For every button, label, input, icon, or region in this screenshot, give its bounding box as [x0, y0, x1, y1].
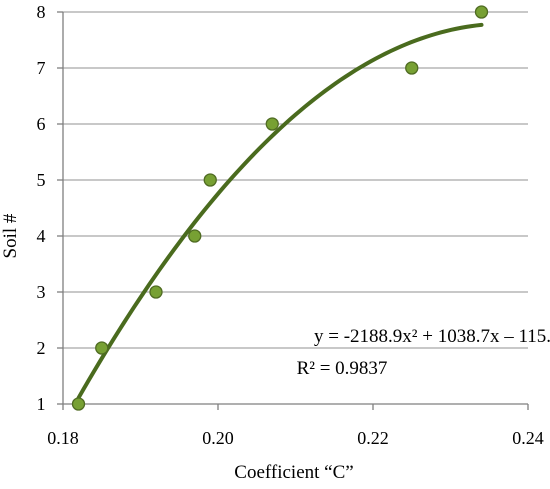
- y-tick-label-1: 2: [37, 338, 46, 358]
- data-point-8: [474, 5, 489, 19]
- y-tick-labels: 1 2 3 4 5 6 7 8: [37, 2, 46, 414]
- equation-label: y = -2188.9x² + 1038.7x – 115.43: [314, 326, 550, 347]
- data-points: [71, 5, 489, 411]
- x-tick-labels: 0.18 0.20 0.22 0.24: [47, 428, 544, 448]
- x-tick-label-2: 0.22: [357, 428, 389, 448]
- grid-lines: [57, 11, 529, 410]
- y-tick-label-6: 7: [37, 58, 46, 78]
- x-tick-label-1: 0.20: [202, 428, 234, 448]
- data-point-6: [265, 117, 279, 131]
- y-tick-label-2: 3: [37, 282, 46, 302]
- data-point-5: [203, 173, 217, 187]
- data-point-2: [95, 341, 109, 355]
- x-tick-label-0: 0.18: [47, 428, 79, 448]
- y-tick-label-5: 6: [37, 114, 46, 134]
- y-tick-label-3: 4: [37, 226, 46, 246]
- y-tick-label-7: 8: [37, 2, 46, 22]
- r-squared-label: R² = 0.9837: [297, 358, 388, 379]
- data-point-1: [71, 397, 86, 411]
- x-tick-label-3: 0.24: [512, 428, 544, 448]
- trendline: [76, 22, 484, 400]
- y-tick-label-4: 5: [37, 170, 46, 190]
- data-point-7: [405, 61, 419, 75]
- y-tick-label-0: 1: [37, 394, 46, 414]
- y-axis-title: Soil #: [0, 213, 21, 258]
- x-axis-title: Coefficient “C”: [234, 462, 353, 483]
- data-point-3: [149, 285, 163, 299]
- data-point-4: [188, 229, 202, 243]
